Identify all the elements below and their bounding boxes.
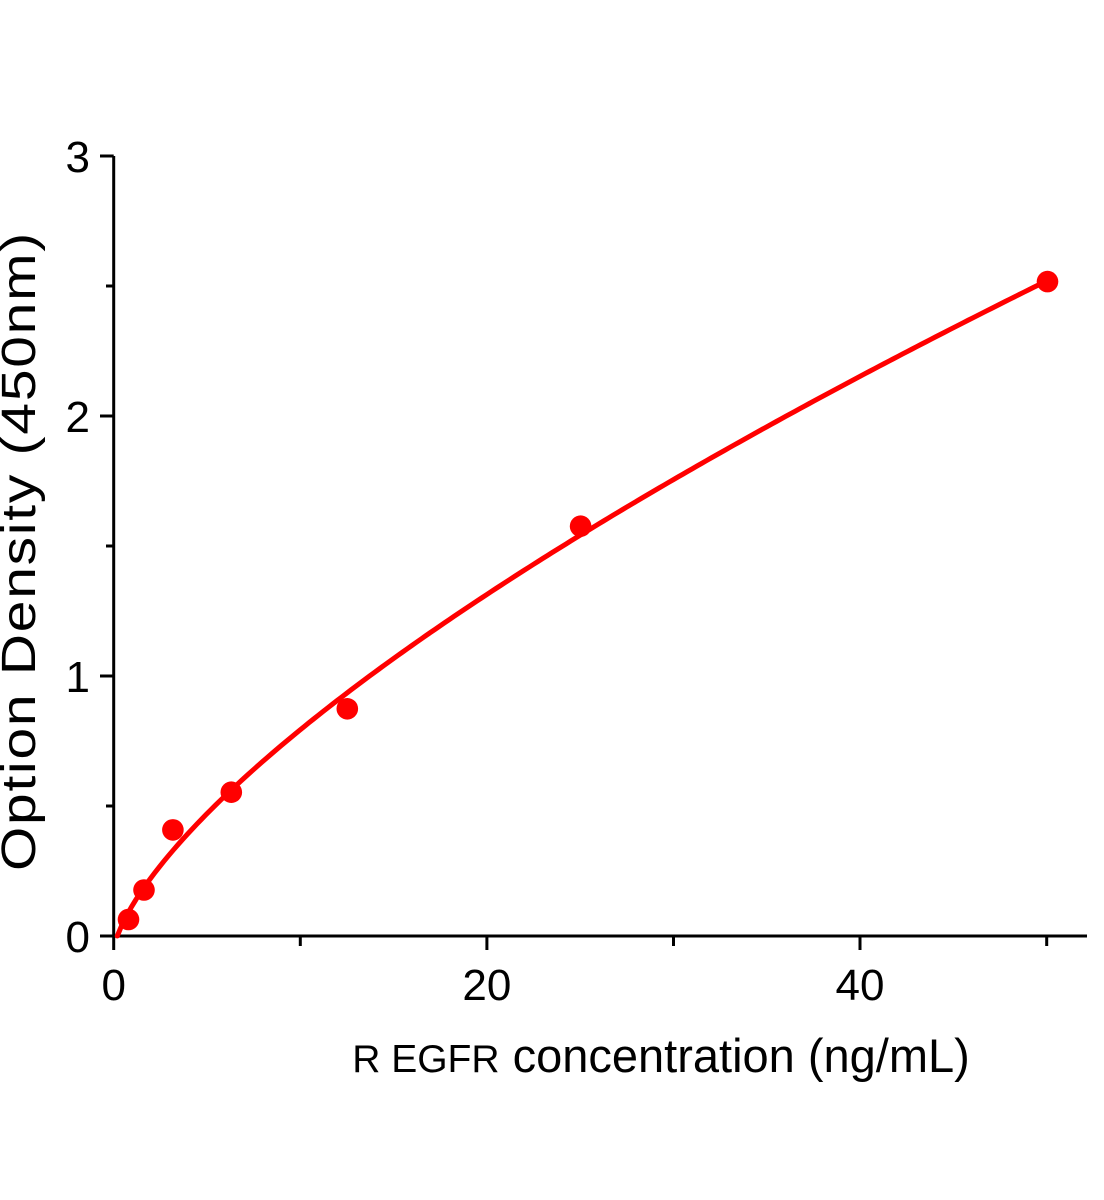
svg-text:20: 20 bbox=[462, 961, 511, 1010]
svg-text:Option Density (450nm): Option Density (450nm) bbox=[0, 231, 46, 871]
svg-text:40: 40 bbox=[836, 961, 885, 1010]
svg-text:3: 3 bbox=[66, 133, 90, 182]
svg-text:0: 0 bbox=[66, 913, 90, 962]
svg-text:2: 2 bbox=[66, 393, 90, 442]
svg-text:0: 0 bbox=[101, 961, 125, 1010]
svg-text:1: 1 bbox=[66, 653, 90, 702]
